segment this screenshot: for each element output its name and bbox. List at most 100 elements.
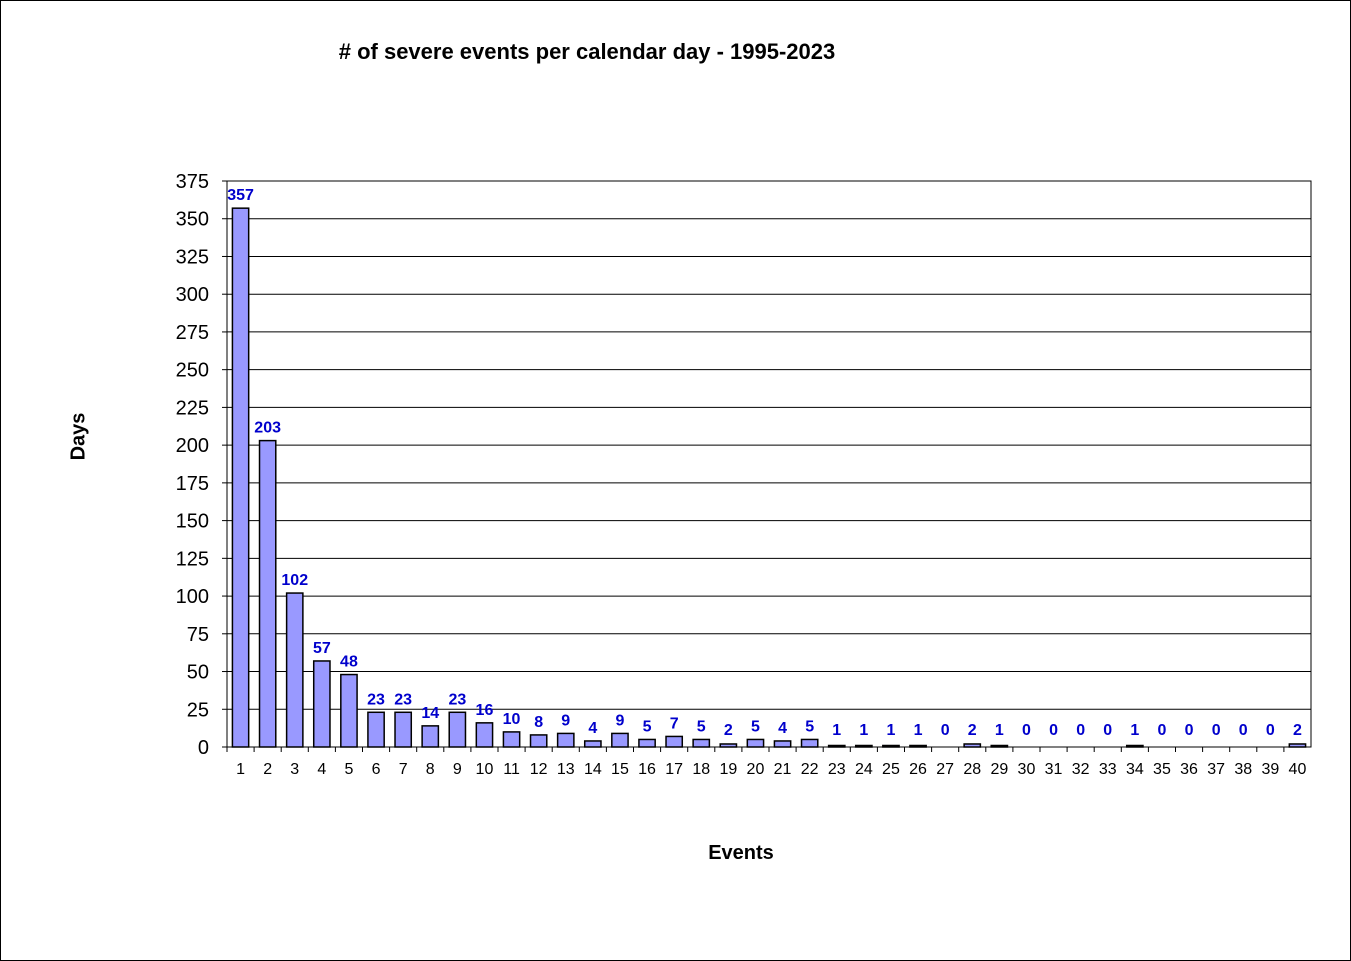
data-label: 0 bbox=[1185, 722, 1194, 739]
bar bbox=[258, 439, 277, 748]
data-label: 0 bbox=[1239, 722, 1248, 739]
data-label: 1 bbox=[914, 722, 923, 739]
y-tick-label: 375 bbox=[176, 171, 209, 193]
x-tick-label: 20 bbox=[747, 761, 765, 778]
data-label: 4 bbox=[778, 720, 787, 737]
x-tick-label: 39 bbox=[1261, 761, 1279, 778]
x-tick-label: 11 bbox=[503, 761, 520, 778]
x-tick-label: 16 bbox=[638, 761, 656, 778]
x-tick-label: 35 bbox=[1153, 761, 1171, 778]
bar bbox=[556, 732, 575, 748]
bar bbox=[448, 711, 467, 748]
bar bbox=[746, 738, 765, 748]
y-tick-label: 350 bbox=[176, 209, 209, 231]
x-tick-label: 27 bbox=[936, 761, 954, 778]
x-tick-label: 7 bbox=[399, 761, 408, 778]
bar bbox=[692, 738, 711, 748]
bar bbox=[611, 732, 629, 748]
bar bbox=[773, 740, 792, 748]
y-tick-label: 200 bbox=[176, 435, 209, 457]
data-label: 9 bbox=[561, 712, 570, 729]
data-label: 0 bbox=[941, 722, 950, 739]
data-label: 4 bbox=[588, 720, 597, 737]
x-tick-label: 24 bbox=[855, 761, 873, 778]
data-label: 2 bbox=[724, 722, 733, 739]
bar bbox=[340, 673, 358, 748]
x-tick-label: 37 bbox=[1207, 761, 1225, 778]
x-tick-label: 29 bbox=[990, 761, 1008, 778]
y-tick-label: 175 bbox=[176, 473, 209, 495]
x-tick-label: 6 bbox=[372, 761, 381, 778]
chart-title: # of severe events per calendar day - 19… bbox=[338, 39, 836, 64]
data-label: 0 bbox=[1076, 722, 1085, 739]
x-tick-label: 40 bbox=[1289, 761, 1307, 778]
x-tick-label: 38 bbox=[1234, 761, 1252, 778]
data-label: 0 bbox=[1049, 722, 1058, 739]
data-label: 5 bbox=[805, 718, 814, 735]
data-label: 9 bbox=[615, 712, 624, 729]
x-tick-label: 3 bbox=[290, 761, 299, 778]
data-label: 1 bbox=[886, 722, 895, 739]
bar bbox=[394, 711, 413, 748]
data-label: 102 bbox=[281, 572, 308, 589]
x-tick-label: 25 bbox=[882, 761, 900, 778]
x-tick-label: 5 bbox=[344, 761, 353, 778]
y-tick-label: 325 bbox=[176, 246, 209, 268]
data-label: 5 bbox=[697, 718, 706, 735]
x-tick-label: 4 bbox=[317, 761, 326, 778]
data-label: 16 bbox=[476, 702, 494, 719]
bar bbox=[529, 734, 548, 748]
data-label: 203 bbox=[254, 420, 281, 437]
y-tick-label: 275 bbox=[176, 322, 209, 344]
y-tick-label: 300 bbox=[176, 284, 209, 306]
y-tick-label: 50 bbox=[187, 662, 209, 684]
x-tick-label: 1 bbox=[236, 761, 245, 778]
x-tick-label: 36 bbox=[1180, 761, 1198, 778]
x-tick-label: 34 bbox=[1126, 761, 1144, 778]
data-label: 0 bbox=[1022, 722, 1031, 739]
data-label: 8 bbox=[534, 714, 543, 731]
x-tick-label: 2 bbox=[263, 761, 272, 778]
data-label: 1 bbox=[832, 722, 841, 739]
bar bbox=[285, 592, 304, 748]
bar bbox=[231, 207, 250, 748]
data-label: 57 bbox=[313, 640, 331, 657]
x-tick-label: 26 bbox=[909, 761, 927, 778]
x-tick-label: 21 bbox=[774, 761, 792, 778]
x-tick-label: 15 bbox=[611, 761, 629, 778]
x-tick-label: 10 bbox=[476, 761, 494, 778]
data-label: 23 bbox=[448, 691, 466, 708]
data-label: 0 bbox=[1266, 722, 1275, 739]
data-label: 7 bbox=[670, 715, 679, 732]
y-tick-label: 150 bbox=[176, 511, 209, 533]
bar bbox=[583, 740, 602, 748]
x-tick-label: 23 bbox=[828, 761, 846, 778]
x-tick-label: 13 bbox=[557, 761, 575, 778]
y-tick-label: 0 bbox=[198, 737, 209, 759]
x-tick-label: 14 bbox=[584, 761, 602, 778]
x-tick-label: 8 bbox=[426, 761, 435, 778]
y-tick-label: 250 bbox=[176, 360, 209, 382]
x-tick-label: 30 bbox=[1018, 761, 1036, 778]
bar bbox=[800, 738, 819, 748]
x-tick-label: 22 bbox=[801, 761, 819, 778]
bar bbox=[475, 722, 494, 748]
y-tick-label: 25 bbox=[187, 699, 209, 721]
x-tick-label: 17 bbox=[665, 761, 683, 778]
data-label: 48 bbox=[340, 654, 358, 671]
data-label: 1 bbox=[859, 722, 868, 739]
data-label: 0 bbox=[1212, 722, 1221, 739]
bar bbox=[502, 731, 521, 748]
bar-layer bbox=[231, 207, 1307, 748]
y-tick-label: 100 bbox=[176, 586, 209, 608]
x-axis-title: Events bbox=[708, 842, 774, 864]
grid-layer bbox=[227, 180, 1311, 710]
y-tick-label: 75 bbox=[187, 624, 209, 646]
data-label: 23 bbox=[367, 691, 385, 708]
data-label: 357 bbox=[227, 187, 254, 204]
bar bbox=[312, 660, 331, 748]
x-tick-label: 33 bbox=[1099, 761, 1117, 778]
data-label: 1 bbox=[995, 722, 1004, 739]
